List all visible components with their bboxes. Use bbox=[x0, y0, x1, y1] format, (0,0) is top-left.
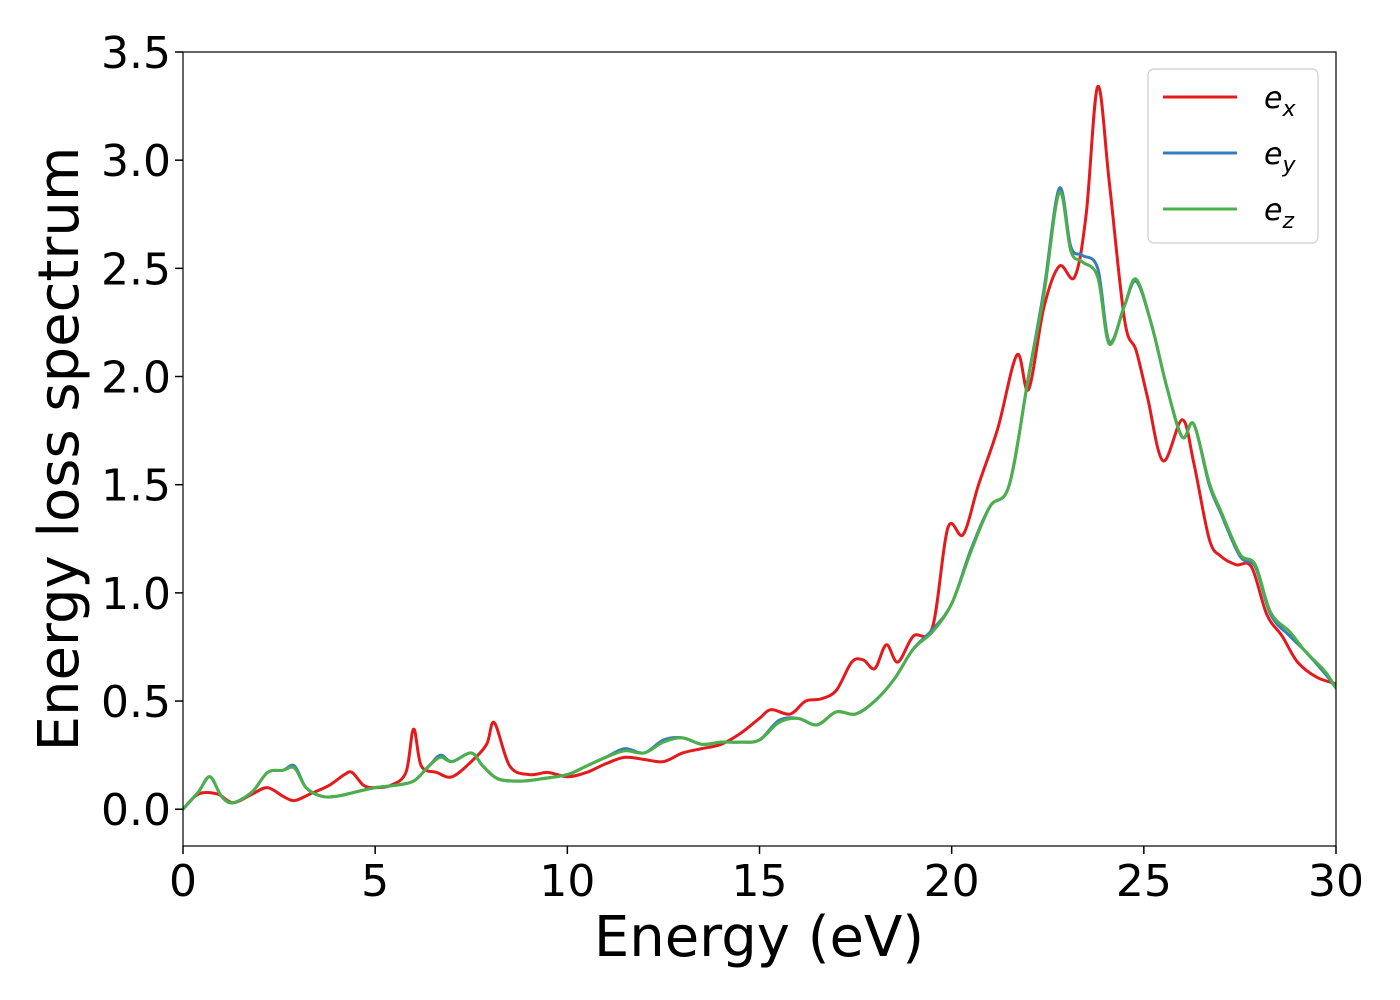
y-tick-label: 2.5 bbox=[101, 244, 171, 295]
y-tick-label: 0.0 bbox=[101, 785, 171, 836]
y-tick-label: 0.5 bbox=[101, 677, 171, 728]
y-axis: 0.0 0.5 1.0 1.5 2.0 2.5 3.0 3.5 bbox=[101, 28, 183, 836]
x-tick-label: 20 bbox=[924, 856, 980, 907]
y-tick-label: 1.0 bbox=[101, 569, 171, 620]
y-tick-label: 3.5 bbox=[101, 28, 171, 79]
legend-label-ez: ez bbox=[1264, 193, 1294, 234]
x-axis-title: Energy (eV) bbox=[594, 905, 924, 970]
legend-box bbox=[1147, 68, 1319, 244]
legend: ex ey ez bbox=[1147, 68, 1319, 244]
y-tick-label: 3.0 bbox=[101, 136, 171, 187]
x-tick-label: 25 bbox=[1116, 856, 1172, 907]
legend-label-ey: ey bbox=[1264, 137, 1296, 178]
x-tick-label: 10 bbox=[539, 856, 595, 907]
series-line-ez bbox=[183, 190, 1336, 811]
x-axis: 0 5 10 15 20 25 30 bbox=[169, 846, 1364, 907]
x-tick-label: 0 bbox=[169, 856, 197, 907]
x-tick-label: 5 bbox=[361, 856, 389, 907]
x-tick-label: 30 bbox=[1308, 856, 1364, 907]
y-tick-label: 1.5 bbox=[101, 461, 171, 512]
legend-label-ex: ex bbox=[1264, 81, 1296, 122]
y-tick-label: 2.0 bbox=[101, 353, 171, 404]
series-layer bbox=[183, 85, 1336, 811]
y-axis-title: Energy loss spectrum bbox=[27, 147, 92, 752]
x-tick-label: 15 bbox=[732, 856, 788, 907]
plot-area bbox=[183, 52, 1336, 846]
